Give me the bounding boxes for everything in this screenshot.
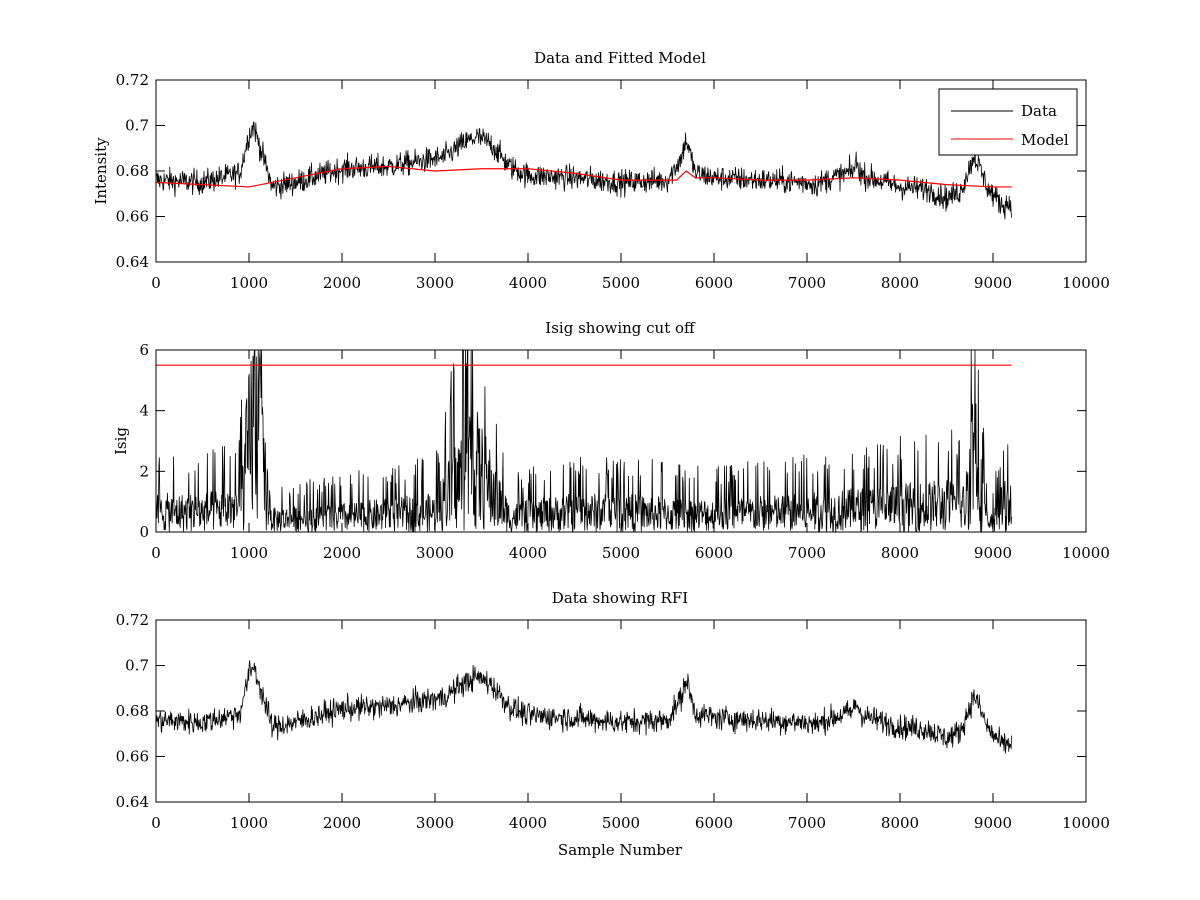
panel-2-series	[155, 349, 1012, 533]
panel-2-ytick-label: 0	[139, 523, 149, 541]
panel-1-series	[155, 121, 1012, 220]
panel-1: Data and Fitted Model Intensity 0 1000 200…	[92, 49, 1110, 292]
panel-1-xtick-label: 6000	[695, 274, 733, 292]
panel-1-ticks: 0 1000 2000 3000 4000 5000 6000 7000 8000 9000 100…	[116, 71, 1110, 292]
panel-2-xtick-label: 10000	[1062, 544, 1110, 562]
panel-3-ytick-label: 0.72	[116, 611, 149, 629]
panel-2-series-1-line	[155, 349, 1012, 533]
panel-1-ytick-label: 0.7	[125, 117, 149, 135]
panel-1-xtick-label: 8000	[881, 274, 919, 292]
panel-1-title: Data and Fitted Model	[534, 49, 706, 67]
panel-1-ylabel: Intensity	[92, 137, 110, 205]
panel-3-ytick-label: 0.68	[116, 702, 149, 720]
panel-1-ytick-label: 0.68	[116, 162, 149, 180]
panel-1-ytick-label: 0.72	[116, 71, 149, 89]
panel-2-xtick-label: 2000	[323, 544, 361, 562]
panel-2-xtick-label: 8000	[881, 544, 919, 562]
panel-1-xtick-label: 1000	[230, 274, 268, 292]
panel-3-xtick-label: 2000	[323, 814, 361, 832]
panel-2-xtick-label: 4000	[509, 544, 547, 562]
panel-3-xtick-label: 9000	[974, 814, 1012, 832]
panel-1-xtick-label: 10000	[1062, 274, 1110, 292]
legend-data-label: Data	[1021, 102, 1057, 120]
panel-1-frame	[155, 79, 1087, 263]
panel-3-xtick-label: 7000	[788, 814, 826, 832]
panel-3-xtick-label: 1000	[230, 814, 268, 832]
panel-3-frame	[155, 619, 1087, 803]
panel-3-xtick-label: 4000	[509, 814, 547, 832]
panel-2-xtick-label: 1000	[230, 544, 268, 562]
panel-3: Data showing RFI 0 1000 2000 3000 4000 5000 60…	[116, 589, 1110, 859]
panel-3-title: Data showing RFI	[552, 589, 688, 607]
panel-3-xtick-label: 3000	[416, 814, 454, 832]
panel-3-xtick-label: 0	[151, 814, 161, 832]
panel-1-xtick-label: 2000	[323, 274, 361, 292]
panel-2-ylabel: Isig	[112, 427, 130, 455]
panel-1-xtick-label: 7000	[788, 274, 826, 292]
panel-1-ytick-label: 0.66	[116, 208, 149, 226]
panel-3-series	[155, 660, 1012, 754]
panel-2-xtick-label: 6000	[695, 544, 733, 562]
panel-3-xtick-label: 6000	[695, 814, 733, 832]
panel-3-xtick-label: 8000	[881, 814, 919, 832]
panel-2-xtick-label: 0	[151, 544, 161, 562]
panel-2-ytick-label: 2	[139, 462, 149, 480]
panel-3-ytick-label: 0.64	[116, 793, 149, 811]
panel-3-series-1-line	[155, 660, 1012, 754]
panel-1-xtick-label: 5000	[602, 274, 640, 292]
panel-1-legend: Data Model	[938, 88, 1078, 156]
panel-2-title: Isig showing cut off	[545, 319, 696, 337]
panel-2-frame	[155, 349, 1087, 533]
panel-2-xtick-label: 5000	[602, 544, 640, 562]
legend-model-label: Model	[1021, 131, 1069, 149]
panel-2-ytick-label: 6	[139, 341, 149, 359]
panel-2-ytick-label: 4	[139, 402, 149, 420]
panel-1-xtick-label: 9000	[974, 274, 1012, 292]
panel-3-ytick-label: 0.7	[125, 657, 149, 675]
panel-1-ytick-label: 0.64	[116, 253, 149, 271]
panel-2-xtick-label: 9000	[974, 544, 1012, 562]
legend-box	[938, 88, 1078, 156]
panel-3-xlabel: Sample Number	[558, 841, 683, 859]
panel-3-ticks: 0 1000 2000 3000 4000 5000 6000 7000 8000 9000 100…	[116, 611, 1110, 832]
panel-2: Isig showing cut off Isig 0 1000 2000 3000 4…	[112, 319, 1110, 562]
panel-1-xtick-label: 0	[151, 274, 161, 292]
panel-2-xtick-label: 7000	[788, 544, 826, 562]
panel-1-series-1-line	[155, 121, 1012, 220]
panel-1-series-2-line	[155, 165, 1012, 188]
panel-3-xtick-label: 10000	[1062, 814, 1110, 832]
panel-1-xtick-label: 4000	[509, 274, 547, 292]
panel-3-ytick-label: 0.66	[116, 748, 149, 766]
panel-3-xtick-label: 5000	[602, 814, 640, 832]
panel-1-xtick-label: 3000	[416, 274, 454, 292]
panel-2-xtick-label: 3000	[416, 544, 454, 562]
